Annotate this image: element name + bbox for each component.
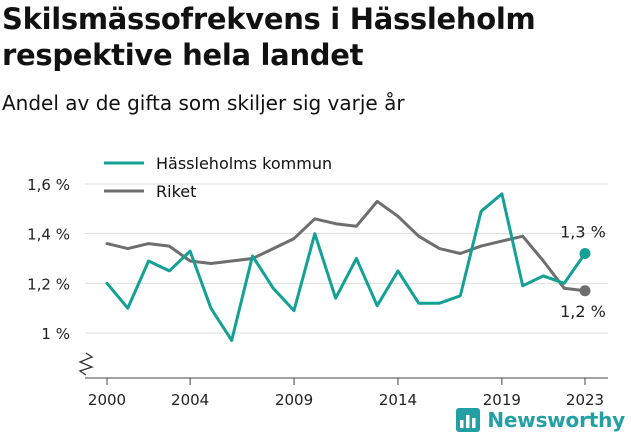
x-tick-label: 2009: [275, 391, 313, 409]
end-point-riket: [579, 285, 591, 297]
x-axis: 2000 2004 2009 2014 2019 2023: [78, 352, 608, 409]
x-tick-label: 2023: [566, 391, 604, 409]
axis-break-icon: [78, 352, 94, 376]
y-axis-ticks: 1 % 1,2 % 1,4 % 1,6 %: [27, 176, 70, 343]
grid-lines: [85, 183, 608, 334]
x-tick-label: 2019: [483, 391, 521, 409]
series-lines: [105, 192, 591, 342]
legend: Hässleholms kommun Riket: [104, 154, 332, 201]
legend-label: Hässleholms kommun: [156, 154, 332, 173]
series-line-riket: [105, 199, 587, 293]
end-point-hassleholm: [579, 248, 591, 260]
chart-title: Skilsmässofrekvens i Hässleholm respekti…: [2, 2, 536, 72]
y-tick-label: 1,2 %: [27, 275, 70, 293]
chart-subtitle: Andel av de gifta som skiljer sig varje …: [2, 91, 405, 115]
end-label-riket: 1,2 %: [560, 302, 606, 321]
x-tick-label: 2004: [171, 391, 209, 409]
legend-label: Riket: [156, 182, 196, 201]
x-tick-label: 2000: [88, 391, 126, 409]
y-tick-label: 1,6 %: [27, 176, 70, 194]
newsworthy-logo: Newsworthy: [455, 407, 625, 433]
y-tick-label: 1 %: [41, 325, 70, 343]
end-labels: 1,3 % 1,2 %: [560, 223, 606, 321]
newsworthy-logo-text: Newsworthy: [487, 408, 625, 432]
series-line-hassleholm: [105, 192, 587, 342]
y-tick-label: 1,4 %: [27, 226, 70, 244]
newsworthy-logo-icon: [456, 408, 481, 432]
x-tick-label: 2014: [379, 391, 417, 409]
end-label-hassleholm: 1,3 %: [560, 223, 606, 242]
